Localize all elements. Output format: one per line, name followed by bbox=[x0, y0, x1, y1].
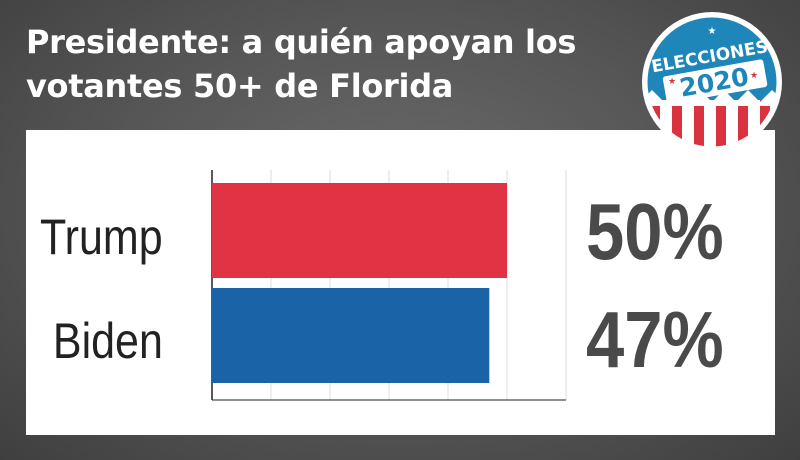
svg-text:★: ★ bbox=[708, 26, 717, 37]
elecciones-2020-badge-icon: ★ ELECCIONES 2020 ★ ★ bbox=[642, 12, 782, 152]
chart-title: Presidente: a quién apoyan los votantes … bbox=[26, 20, 626, 108]
category-label-trump: Trump bbox=[40, 209, 163, 265]
value-label-trump: 50% bbox=[586, 187, 724, 276]
chart-panel: Trump Biden 50% 47% bbox=[26, 130, 775, 435]
title-line-2: votantes 50+ de Florida bbox=[26, 67, 454, 105]
bar-biden bbox=[212, 288, 490, 383]
svg-text:★: ★ bbox=[750, 71, 758, 81]
title-line-1: Presidente: a quién apoyan los bbox=[26, 23, 577, 61]
category-label-biden: Biden bbox=[53, 313, 163, 369]
bar-chart bbox=[211, 170, 567, 401]
svg-text:★: ★ bbox=[668, 77, 676, 87]
bar-trump bbox=[212, 183, 507, 278]
value-label-biden: 47% bbox=[586, 295, 724, 384]
